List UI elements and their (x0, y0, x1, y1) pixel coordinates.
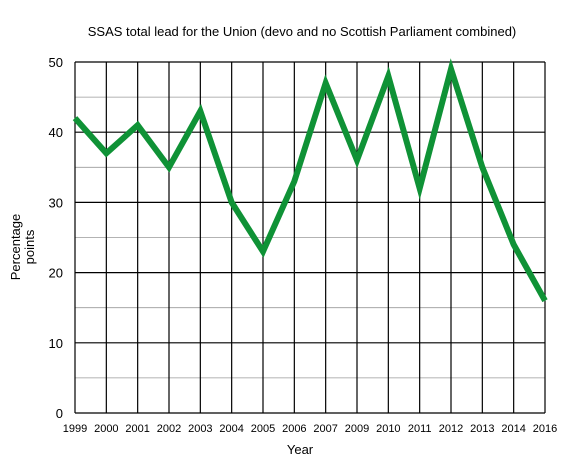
x-axis-label: Year (287, 442, 314, 457)
data-point (419, 187, 421, 189)
y-axis-ticks: 0 10 20 30 40 50 (49, 55, 63, 421)
data-point (74, 117, 76, 119)
y-tick-label: 10 (49, 336, 63, 351)
x-tick-label: 2010 (376, 423, 400, 435)
data-point (356, 159, 358, 161)
x-tick-label: 2014 (501, 423, 525, 435)
data-point (387, 75, 389, 77)
data-point (325, 82, 327, 84)
data-point (450, 68, 452, 70)
x-tick-label: 2009 (345, 423, 369, 435)
data-point (293, 180, 295, 182)
x-tick-label: 2005 (251, 423, 275, 435)
x-tick-label: 2003 (188, 423, 212, 435)
chart-title: SSAS total lead for the Union (devo and … (88, 24, 517, 39)
x-tick-label: 2011 (408, 423, 432, 435)
data-point (513, 244, 515, 246)
series-layer (72, 58, 548, 303)
data-point (544, 300, 546, 302)
x-tick-label: 2006 (282, 423, 306, 435)
y-tick-label: 40 (49, 125, 63, 140)
grid (74, 61, 546, 414)
x-tick-label: 2001 (125, 423, 149, 435)
data-point (262, 251, 264, 253)
x-tick-label: 2016 (533, 423, 557, 435)
x-tick-label: 2013 (470, 423, 494, 435)
y-axis-label-line-1: Percentage (8, 214, 23, 281)
series-line (72, 58, 548, 303)
x-axis-ticks: 1999 2000 2001 2002 2003 2004 2005 2006 2007 2009… (63, 423, 557, 435)
y-tick-label: 20 (49, 266, 63, 281)
y-tick-label: 0 (56, 406, 63, 421)
x-tick-label: 2012 (439, 423, 463, 435)
x-tick-label: 2004 (219, 423, 243, 435)
x-tick-label: 2007 (313, 423, 337, 435)
y-axis-label-line-2: points (22, 229, 37, 264)
x-tick-label: 1999 (63, 423, 87, 435)
x-tick-label: 2000 (94, 423, 118, 435)
data-point (168, 166, 170, 168)
data-point (137, 124, 139, 126)
data-point (105, 152, 107, 154)
y-tick-label: 50 (49, 55, 63, 70)
data-point (231, 201, 233, 203)
y-tick-label: 30 (49, 195, 63, 210)
data-point (481, 166, 483, 168)
x-tick-label: 2002 (157, 423, 181, 435)
data-point (199, 110, 201, 112)
